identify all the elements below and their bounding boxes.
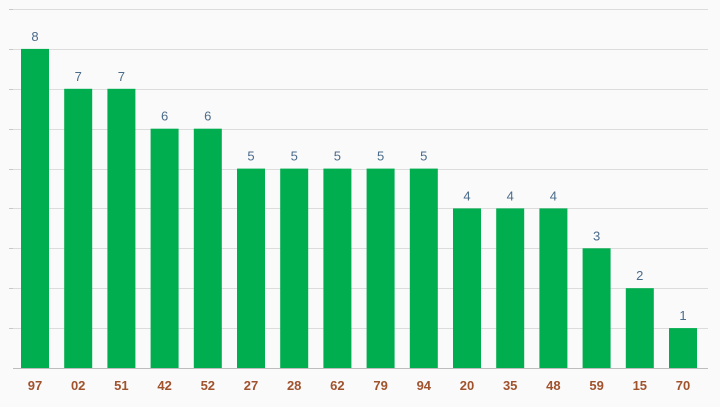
category-label-59: 59 [589,378,603,393]
value-label-70: 1 [679,308,686,323]
category-label-27: 27 [244,378,258,393]
category-label-20: 20 [460,378,474,393]
value-label-27: 5 [247,149,254,164]
bar-42[interactable] [150,128,179,368]
category-label-28: 28 [287,378,301,393]
value-label-15: 2 [636,268,643,283]
value-label-48: 4 [550,188,557,203]
x-axis: 97 02 51 42 52 27 28 62 79 94 20 35 48 59 15 70 [13,368,708,393]
bar-20[interactable] [453,208,481,368]
value-label-42: 6 [161,109,168,124]
category-label-42: 42 [157,378,171,393]
bar-62[interactable] [323,168,352,368]
bar-27[interactable] [237,168,265,368]
value-label-51: 7 [118,69,125,84]
category-label-94: 94 [417,378,432,393]
value-label-35: 4 [507,188,514,203]
bar-15[interactable] [625,288,654,368]
value-label-52: 6 [204,109,211,124]
category-label-02: 02 [71,378,85,393]
value-label-20: 4 [463,188,470,203]
category-label-79: 79 [373,378,387,393]
value-labels-layer: 8 7 7 6 6 5 5 5 5 5 4 4 4 3 2 1 [31,29,686,323]
bar-28[interactable] [280,168,309,368]
value-label-79: 5 [377,149,384,164]
bar-35[interactable] [496,208,525,368]
category-label-62: 62 [330,378,344,393]
bar-02[interactable] [64,88,93,369]
category-label-51: 51 [114,378,128,393]
value-label-28: 5 [291,149,298,164]
category-label-15: 15 [633,378,647,393]
value-label-94: 5 [420,149,427,164]
category-label-48: 48 [546,378,560,393]
value-label-97: 8 [31,29,38,44]
value-label-59: 3 [593,228,600,243]
bar-48[interactable] [539,208,568,368]
category-label-52: 52 [201,378,215,393]
bars-layer [21,48,697,369]
bar-52[interactable] [193,128,222,368]
bar-59[interactable] [582,248,611,368]
bar-97[interactable] [21,48,49,369]
category-label-35: 35 [503,378,517,393]
category-label-97: 97 [28,378,42,393]
value-label-02: 7 [75,69,82,84]
bar-94[interactable] [409,168,438,368]
bar-70[interactable] [669,328,697,368]
bar-79[interactable] [366,168,395,368]
value-label-62: 5 [334,149,341,164]
category-label-70: 70 [676,378,690,393]
bar-51[interactable] [107,88,136,369]
